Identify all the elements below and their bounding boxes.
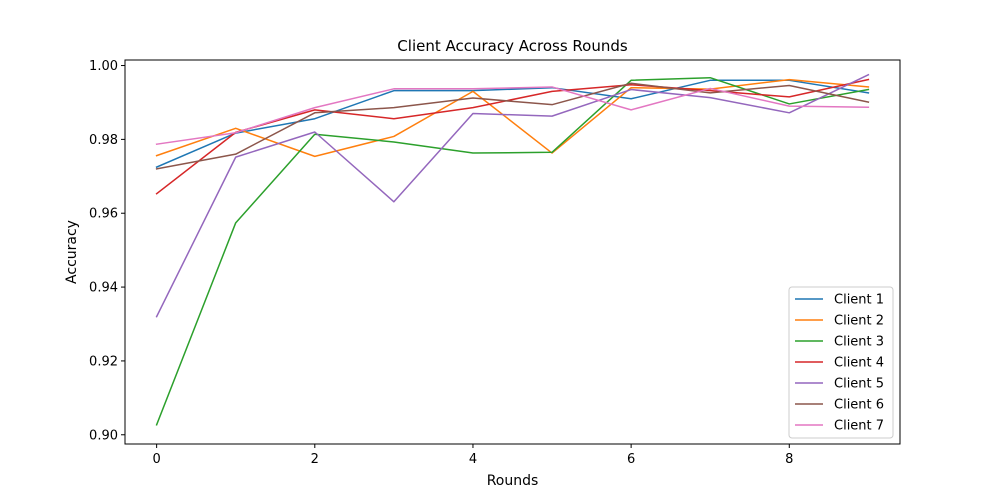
- legend-label: Client 3: [834, 335, 884, 350]
- legend-box: [788, 286, 894, 439]
- legend-item: Client 5: [795, 377, 884, 392]
- legend-label: Client 5: [834, 377, 884, 392]
- legend-label: Client 1: [834, 293, 884, 308]
- y-axis-label: Accuracy: [64, 220, 80, 284]
- x-tick-label: 2: [311, 452, 319, 467]
- plot-frame: [124, 59, 901, 445]
- legend-item: Client 4: [795, 356, 884, 371]
- legend-item: Client 2: [795, 314, 884, 329]
- series-line-client-7: [155, 86, 870, 146]
- series-line-client-5: [155, 73, 870, 318]
- series-line-client-4: [155, 78, 870, 195]
- legend-label: Client 2: [834, 314, 884, 329]
- legend-item: Client 6: [795, 398, 884, 413]
- x-tick-label: 4: [469, 452, 477, 467]
- y-tick-label: 0.98: [89, 133, 118, 148]
- x-tick-label: 0: [152, 452, 160, 467]
- series-line-client-6: [155, 82, 870, 170]
- y-tick-label: 0.92: [89, 354, 118, 369]
- legend: Client 1 Client 2 Client 3 Client 4 Client 5…: [788, 286, 894, 439]
- x-tick-label: 6: [627, 452, 635, 467]
- y-tick-label: 0.90: [89, 428, 118, 443]
- series-line-client-3: [155, 76, 870, 426]
- legend-label: Client 4: [834, 356, 884, 371]
- x-axis: 0 2 4 6 8: [152, 444, 793, 467]
- series-line-client-2: [155, 78, 870, 158]
- series-line-client-1: [155, 79, 870, 169]
- x-tick-label: 8: [785, 452, 793, 467]
- legend-label: Client 7: [834, 419, 884, 434]
- y-tick-label: 1.00: [89, 59, 118, 74]
- chart-title: Client Accuracy Across Rounds: [397, 37, 628, 55]
- y-tick-label: 0.94: [89, 281, 118, 296]
- legend-item: Client 1: [795, 293, 884, 308]
- legend-item: Client 3: [795, 335, 884, 350]
- y-axis: 0.90 0.92 0.94 0.96 0.98 1.00: [89, 59, 125, 443]
- legend-label: Client 6: [834, 398, 884, 413]
- plot-area: [155, 73, 870, 426]
- y-tick-label: 0.96: [89, 207, 118, 222]
- x-axis-label: Rounds: [487, 473, 539, 489]
- legend-item: Client 7: [795, 419, 884, 434]
